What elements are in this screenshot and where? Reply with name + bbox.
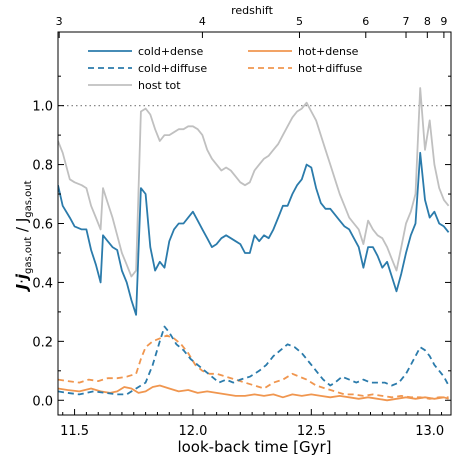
top-tick-label: 3 (56, 15, 63, 28)
top-tick-label: 8 (424, 15, 431, 28)
legend: cold+dense cold+diffuse host tot hot+dense h… (88, 45, 363, 92)
y-tick-label: 0.8 (32, 159, 53, 174)
top-tick-label: 9 (440, 15, 447, 28)
top-axis-title: redshift (231, 4, 273, 17)
plot-frame (57, 31, 452, 416)
x-tick-label: 12.0 (178, 424, 207, 439)
legend-label: cold+dense (138, 45, 203, 58)
axes-layer: 11.5 12.0 12.5 13.0 0.0 0.2 0.4 0.6 0.8 1.0 3 4 5 6 7 8… (32, 15, 451, 439)
series-line-cold-dense (58, 151, 450, 316)
legend-label: hot+dense (298, 45, 359, 58)
y-label-sub1: gas,out (23, 237, 34, 274)
series-layer (58, 87, 450, 402)
top-tick-label: 6 (362, 15, 369, 28)
y-tick-label: 1.0 (32, 100, 53, 115)
top-tick-label: 7 (403, 15, 410, 28)
y-tick-label: 0.6 (32, 218, 53, 233)
x-tick-label: 11.5 (60, 424, 89, 439)
top-tick-label: 4 (199, 15, 206, 28)
y-label-slash: / J (13, 218, 31, 237)
series-line-host-tot (58, 87, 450, 278)
legend-label: hot+diffuse (298, 62, 363, 75)
y-label-dot: · (13, 279, 31, 284)
top-tick-label: 5 (296, 15, 303, 28)
x-axis-title: look-back time [Gyr] (177, 438, 331, 456)
series-line-cold-diffuse (58, 325, 450, 396)
x-tick-label: 12.5 (297, 424, 326, 439)
y-tick-label: 0.4 (32, 276, 53, 291)
series-line-hot-dense (58, 384, 449, 402)
y-tick-label: 0.2 (32, 335, 53, 350)
y-tick-label: 0.0 (32, 394, 53, 409)
legend-label: host tot (138, 79, 181, 92)
x-tick-label: 13.0 (415, 424, 444, 439)
legend-label: cold+diffuse (138, 62, 207, 75)
y-axis-title: J·jgas,out / Jgas,out (13, 180, 34, 292)
series-line-hot-diffuse (58, 334, 449, 400)
y-label-hat: j (13, 273, 31, 281)
y-label-main: J (13, 284, 31, 293)
y-label-sub2: gas,out (23, 180, 34, 217)
